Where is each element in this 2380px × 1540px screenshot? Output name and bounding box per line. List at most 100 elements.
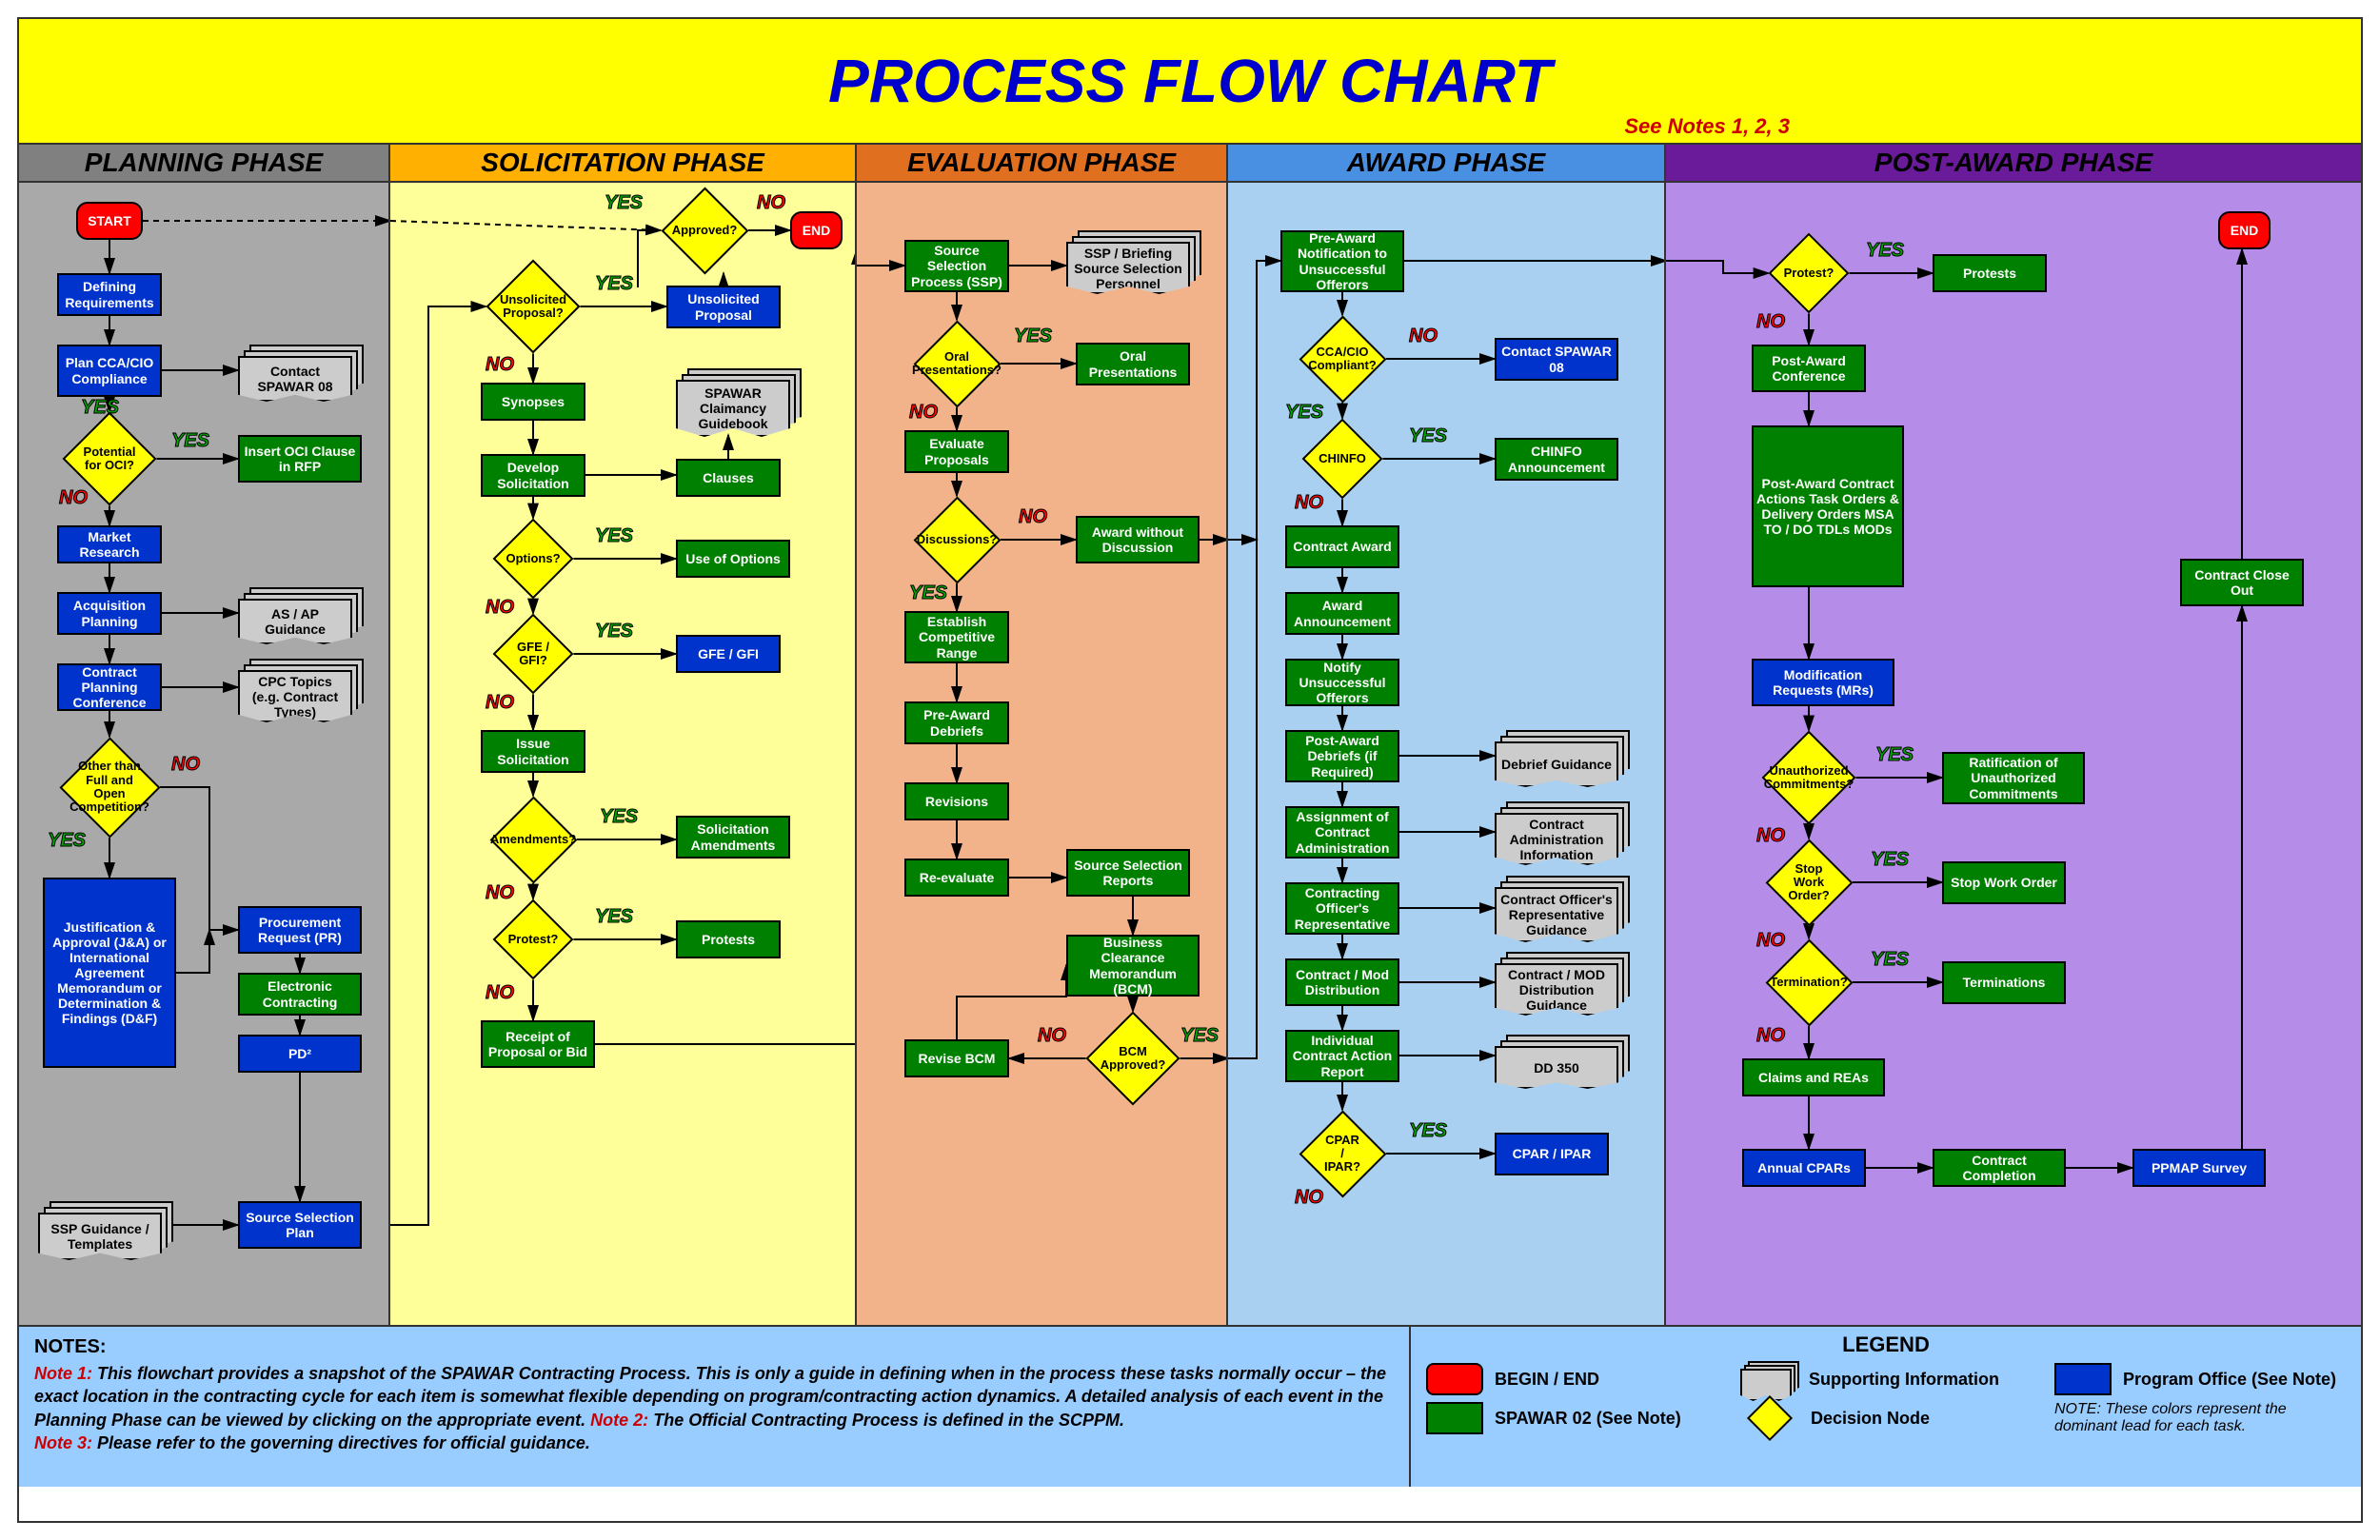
contact-spawar08[interactable]: Contact SPAWAR 08: [1495, 338, 1618, 381]
termination-decision[interactable]: Termination?: [1778, 952, 1840, 1014]
acquisition-planning[interactable]: Acquisition Planning: [57, 592, 162, 635]
icar[interactable]: Individual Contract Action Report: [1285, 1030, 1399, 1082]
unsolicited-decision[interactable]: Unsolicited Proposal?: [500, 273, 566, 340]
flowchart-page: PROCESS FLOW CHART See Notes 1, 2, 3 PLA…: [0, 0, 2380, 1540]
distribution-doc[interactable]: Contract / MOD Distribution Guidance: [1495, 952, 1630, 1016]
end-terminator[interactable]: END: [2218, 211, 2271, 249]
chinfo-announcement[interactable]: CHINFO Announcement: [1495, 438, 1618, 481]
re-evaluate[interactable]: Re-evaluate: [904, 859, 1009, 897]
postaward-conference[interactable]: Post-Award Conference: [1752, 345, 1866, 392]
unauthorized-decision[interactable]: Unauthorized Commitments?: [1775, 744, 1842, 811]
receipt-proposal[interactable]: Receipt of Proposal or Bid: [481, 1020, 595, 1068]
start-terminator[interactable]: START: [76, 202, 143, 240]
cca-decision[interactable]: CCA/CIO Compliant?: [1312, 328, 1374, 390]
claims-reas[interactable]: Claims and REAs: [1742, 1058, 1885, 1096]
stop-work-order[interactable]: Stop Work Order: [1942, 861, 2066, 904]
yes-label: YES: [1871, 849, 1909, 871]
cpar-ipar[interactable]: CPAR / IPAR: [1495, 1133, 1609, 1175]
post-award-debriefs[interactable]: Post-Award Debriefs (if Required): [1285, 730, 1399, 782]
bcm[interactable]: Business Clearance Memorandum (BCM): [1066, 935, 1200, 997]
ssp[interactable]: Source Selection Process (SSP): [904, 240, 1009, 292]
protest-decision[interactable]: Protest?: [1780, 245, 1837, 302]
gfe-gfi[interactable]: GFE / GFI: [676, 635, 781, 673]
issue-solicitation[interactable]: Issue Solicitation: [481, 730, 585, 773]
ppmap-survey[interactable]: PPMAP Survey: [2132, 1149, 2266, 1187]
cor[interactable]: Contracting Officer's Representative: [1285, 882, 1399, 935]
stopwork-decision[interactable]: Stop Work Order?: [1778, 852, 1840, 914]
preaward-debriefs[interactable]: Pre-Award Debriefs: [904, 701, 1009, 744]
legend-note: NOTE: These colors represent the dominan…: [2054, 1401, 2346, 1436]
no-label: NO: [1756, 930, 1785, 952]
oral-presentations[interactable]: Oral Presentations: [1076, 343, 1190, 385]
approved-decision[interactable]: Approved?: [674, 200, 736, 262]
yes-label: YES: [595, 906, 633, 928]
ratification[interactable]: Ratification of Unauthorized Commitments: [1942, 752, 2085, 804]
use-of-options[interactable]: Use of Options: [676, 540, 790, 578]
no-label: NO: [757, 192, 785, 214]
yes-label: YES: [1866, 240, 1904, 262]
revisions[interactable]: Revisions: [904, 782, 1009, 820]
contract-planning-conf[interactable]: Contract Planning Conference: [57, 663, 162, 711]
notify-unsuccessful[interactable]: Notify Unsuccessful Offerors: [1285, 659, 1399, 706]
ssp-briefing-doc[interactable]: SSP / Briefing Source Selection Personne…: [1066, 230, 1201, 294]
evaluate-proposals[interactable]: Evaluate Proposals: [904, 430, 1009, 473]
cpar-decision[interactable]: CPAR / IPAR?: [1312, 1123, 1374, 1185]
ja-iam-df[interactable]: Justification & Approval (J&A) or Intern…: [43, 878, 176, 1068]
claimancy-guidebook-doc[interactable]: SPAWAR Claimancy Guidebook: [676, 368, 802, 437]
clauses[interactable]: Clauses: [676, 459, 781, 497]
protests[interactable]: Protests: [1933, 254, 2047, 292]
gfe-decision[interactable]: GFE / GFI?: [505, 625, 562, 682]
develop-solicitation[interactable]: Develop Solicitation: [481, 454, 585, 497]
contract-award[interactable]: Contract Award: [1285, 525, 1399, 568]
defining-requirements[interactable]: Defining Requirements: [57, 273, 162, 316]
options-decision[interactable]: Options?: [505, 530, 562, 587]
competitive-range[interactable]: Establish Competitive Range: [904, 611, 1009, 663]
terminations[interactable]: Terminations: [1942, 961, 2066, 1004]
modification-requests[interactable]: Modification Requests (MRs): [1752, 659, 1894, 706]
oci-decision[interactable]: Potential for OCI?: [76, 425, 143, 492]
solicitation-amendments[interactable]: Solicitation Amendments: [676, 816, 790, 859]
ssp-guidance-doc[interactable]: SSP Guidance / Templates: [38, 1201, 173, 1260]
debrief-guidance-doc[interactable]: Debrief Guidance: [1495, 730, 1630, 787]
postaward-actions[interactable]: Post-Award Contract Actions Task Orders …: [1752, 425, 1904, 587]
contract-distribution[interactable]: Contract / Mod Distribution: [1285, 958, 1399, 1006]
other-than-foc-decision[interactable]: Other than Full and Open Competition?: [74, 752, 146, 823]
procurement-request[interactable]: Procurement Request (PR): [238, 906, 362, 954]
chinfo-decision[interactable]: CHINFO: [1314, 430, 1371, 487]
yes-label: YES: [909, 582, 947, 604]
dd350-doc[interactable]: DD 350: [1495, 1035, 1630, 1089]
unsolicited-proposal[interactable]: Unsolicited Proposal: [666, 286, 781, 328]
synopses[interactable]: Synopses: [481, 383, 585, 421]
contact-spawar08-doc[interactable]: Contact SPAWAR 08: [238, 345, 364, 402]
yes-label: YES: [600, 806, 638, 828]
revise-bcm[interactable]: Revise BCM: [904, 1039, 1009, 1077]
end-terminator[interactable]: END: [790, 211, 843, 249]
cpc-topics-doc[interactable]: CPC Topics (e.g. Contract Types): [238, 659, 364, 722]
amendments-decision[interactable]: Amendments?: [503, 809, 565, 871]
as-ap-doc[interactable]: AS / AP Guidance: [238, 587, 364, 644]
protests[interactable]: Protests: [676, 920, 781, 958]
contract-completion[interactable]: Contract Completion: [1933, 1149, 2066, 1187]
annual-cpars[interactable]: Annual CPARs: [1742, 1149, 1866, 1187]
discussions-decision[interactable]: Discussions?: [926, 509, 988, 571]
cor-guidance-doc[interactable]: Contract Officer's Representative Guidan…: [1495, 876, 1630, 942]
source-selection-plan[interactable]: Source Selection Plan: [238, 1201, 362, 1249]
award-without-discussion[interactable]: Award without Discussion: [1076, 516, 1200, 563]
oral-decision[interactable]: Oral Presentations?: [926, 333, 988, 395]
assignment-admin[interactable]: Assignment of Contract Administration: [1285, 806, 1399, 859]
contract-closeout[interactable]: Contract Close Out: [2180, 559, 2304, 606]
source-selection-reports[interactable]: Source Selection Reports: [1066, 849, 1190, 897]
bcm-decision[interactable]: BCM Approved?: [1100, 1025, 1166, 1092]
award-announcement[interactable]: Award Announcement: [1285, 592, 1399, 635]
admin-info-doc[interactable]: Contract Administration Information: [1495, 801, 1630, 865]
protest-decision[interactable]: Protest?: [505, 911, 562, 968]
phase-postaward: POST-AWARD PHASEProtest?ProtestsPost-Awa…: [1666, 145, 2361, 1325]
no-label: NO: [1295, 1187, 1323, 1209]
insert-oci[interactable]: Insert OCI Clause in RFP: [238, 435, 362, 483]
preaward-notification[interactable]: Pre-Award Notification to Unsuccessful O…: [1280, 230, 1404, 292]
no-label: NO: [486, 692, 514, 714]
market-research[interactable]: Market Research: [57, 525, 162, 563]
pd2[interactable]: PD²: [238, 1035, 362, 1073]
plan-cca[interactable]: Plan CCA/CIO Compliance: [57, 345, 162, 397]
electronic-contracting[interactable]: Electronic Contracting: [238, 973, 362, 1016]
